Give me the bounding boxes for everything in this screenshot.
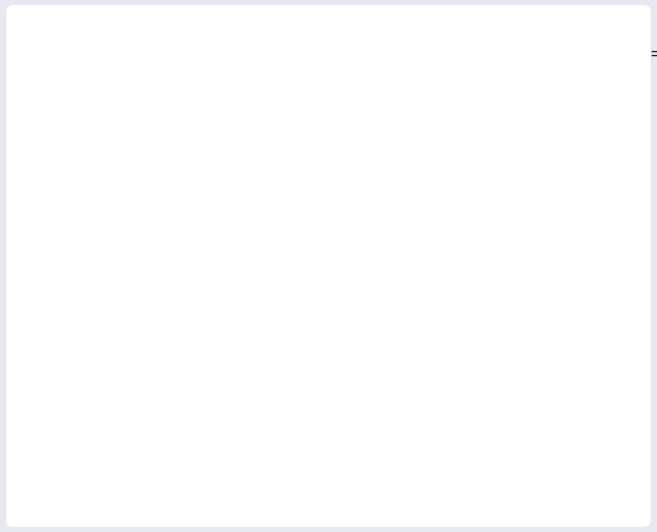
FancyBboxPatch shape xyxy=(7,5,650,527)
Text: C.  $V = \int_{1}^{2} [2\pi (3-y)x]\,dy$: C. $V = \int_{1}^{2} [2\pi (3-y)x]\,dy$ xyxy=(118,186,322,222)
Text: B: B xyxy=(76,327,87,345)
Text: D: D xyxy=(76,404,89,422)
Text: B.  $V = \int_{1}^{2} [2\pi (y+3)x]\,dy$: B. $V = \int_{1}^{2} [2\pi (y+3)x]\,dy$ xyxy=(118,152,322,188)
Text: C: C xyxy=(76,365,87,384)
Text: A.  $V = \int_{1}^{2} [2\pi yx]\,dy$: A. $V = \int_{1}^{2} [2\pi yx]\,dy$ xyxy=(118,117,278,153)
Text: Using the shell method, what will be the equation of the volume of the: Using the shell method, what will be the… xyxy=(26,19,644,37)
Text: 23: 23 xyxy=(329,279,551,434)
Text: is revolved about  y = 3?: is revolved about y = 3? xyxy=(26,74,244,93)
Text: solid formed when the region bounded by  x= f(y) , x = 0, y = 1  and y = 2: solid formed when the region bounded by … xyxy=(26,45,657,63)
Text: A: A xyxy=(76,289,87,307)
Text: NA: NA xyxy=(76,444,99,462)
Text: D.  $V = \int_{1}^{2} [2\pi y^{2}]\,dy$: D. $V = \int_{1}^{2} [2\pi y^{2}]\,dy$ xyxy=(118,221,278,257)
